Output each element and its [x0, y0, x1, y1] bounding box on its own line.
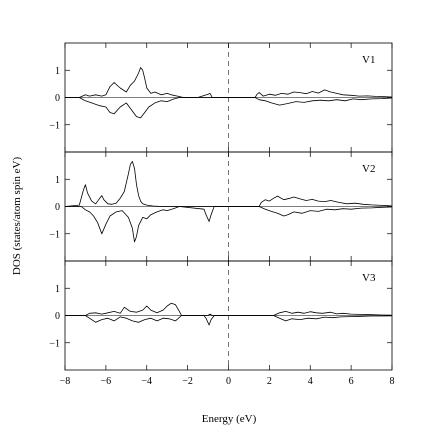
panels-group: −1 0 1 V1 −1 0 1 V2 −8 −6 −4 −2 0 2 4 6 8 −1 0 1 V3: [49, 42, 395, 387]
dos-curve-spin-down: [65, 97, 393, 119]
x-tick-label: −8: [60, 376, 71, 387]
y-tick-label: −1: [49, 120, 60, 131]
x-tick-label: 6: [349, 376, 354, 387]
panel-label: V2: [362, 163, 375, 175]
x-tick-label: 0: [226, 376, 231, 387]
x-tick-label: 8: [390, 376, 395, 387]
dos-curve-spin-down: [65, 206, 393, 243]
y-tick-label: 0: [55, 311, 60, 322]
panel-label: V3: [362, 272, 376, 284]
y-tick-label: 0: [55, 202, 60, 213]
panel-1: −1 0 1 V1: [49, 42, 393, 153]
x-axis-label: Energy (eV): [202, 413, 257, 425]
panel-3: −8 −6 −4 −2 0 2 4 6 8 −1 0 1 V3: [49, 260, 395, 387]
dos-curve-spin-down: [65, 315, 393, 326]
x-tick-label: −2: [182, 376, 193, 387]
dos-curve-spin-up: [64, 161, 393, 207]
panel-label: V1: [362, 54, 375, 66]
y-tick-label: −1: [49, 229, 60, 240]
y-tick-label: 1: [55, 175, 60, 186]
y-tick-label: −1: [49, 338, 60, 349]
x-tick-label: −6: [101, 376, 112, 387]
panel-2: −1 0 1 V2: [49, 151, 393, 262]
x-tick-label: −4: [141, 376, 152, 387]
dos-curve-spin-up: [65, 67, 393, 98]
y-tick-label: 1: [55, 66, 60, 77]
x-tick-label: 2: [267, 376, 272, 387]
y-axis-label: DOS (states/atom spin eV): [11, 157, 23, 276]
x-tick-label: 4: [308, 376, 313, 387]
y-tick-label: 0: [55, 93, 60, 104]
y-tick-label: 1: [55, 284, 60, 295]
